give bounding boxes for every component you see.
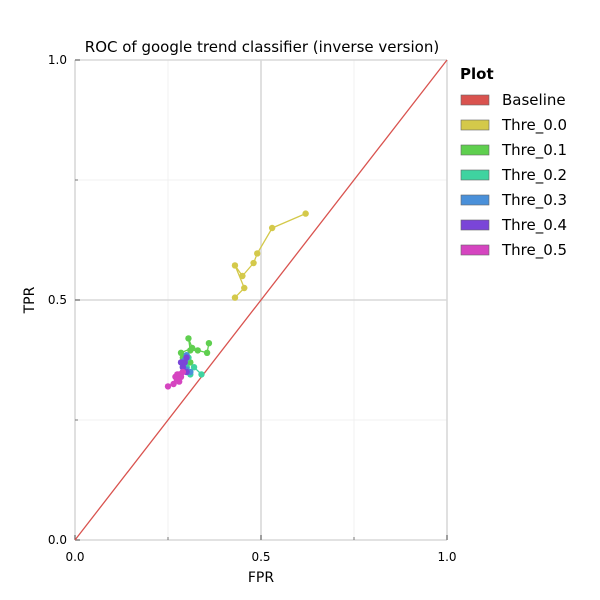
- legend-label: Thre_0.5: [501, 241, 567, 260]
- legend-swatch: [460, 94, 490, 106]
- data-point: [164, 383, 172, 390]
- data-point: [268, 224, 276, 232]
- legend-label: Thre_0.4: [501, 216, 567, 235]
- y-tick-label: 0.5: [48, 293, 67, 307]
- data-point: [183, 354, 190, 361]
- data-point: [181, 359, 188, 366]
- plot-area: 0.0 0.5 1.0 0.0 0.5 1.0: [48, 53, 457, 564]
- x-axis-title: FPR: [248, 570, 274, 586]
- data-point: [188, 344, 196, 352]
- data-point: [254, 250, 261, 257]
- data-point: [241, 284, 248, 292]
- data-point: [179, 364, 187, 371]
- series-thre-0-0: [231, 210, 309, 301]
- legend: Baseline Thre_0.0 Thre_0.1 Thre_0.2 Thre_0.3…: [460, 91, 567, 260]
- data-point: [170, 380, 177, 388]
- data-point: [203, 349, 211, 356]
- data-point: [231, 294, 239, 301]
- y-tick-label: 1.0: [48, 53, 67, 67]
- y-axis-title: TPR: [22, 286, 38, 314]
- data-point: [190, 364, 198, 371]
- data-point: [231, 262, 239, 269]
- legend-swatch: [460, 169, 490, 181]
- data-point: [177, 349, 185, 356]
- legend-label: Thre_0.2: [501, 166, 567, 185]
- x-tick-label: 0.5: [251, 550, 270, 564]
- legend-swatch: [460, 244, 490, 256]
- data-point: [175, 371, 183, 378]
- data-point: [205, 340, 213, 347]
- data-point: [302, 210, 309, 217]
- series-line: [74, 59, 448, 541]
- series-baseline: [74, 59, 448, 541]
- legend-swatch: [460, 219, 490, 231]
- data-point: [174, 376, 181, 383]
- series-line: [234, 213, 306, 299]
- legend-label: Thre_0.3: [501, 191, 567, 210]
- data-point: [239, 272, 246, 280]
- y-tick-label: 0.0: [48, 533, 67, 547]
- data-point: [187, 359, 194, 366]
- legend-swatch: [460, 194, 490, 206]
- legend-label: Thre_0.1: [501, 141, 567, 160]
- legend-swatch: [460, 144, 490, 156]
- legend-label: Thre_0.0: [501, 116, 567, 135]
- legend-swatch: [460, 119, 490, 131]
- data-point: [250, 259, 257, 267]
- series-thre-0-5: [164, 368, 187, 390]
- data-point: [185, 335, 192, 342]
- chart-title: ROC of google trend classifier (inverse …: [85, 38, 439, 56]
- legend-title: Plot: [460, 65, 494, 83]
- legend-label: Baseline: [502, 91, 566, 109]
- x-tick-label: 1.0: [437, 550, 456, 564]
- data-point: [194, 347, 201, 354]
- x-tick-label: 0.0: [65, 550, 84, 564]
- data-point: [198, 371, 205, 378]
